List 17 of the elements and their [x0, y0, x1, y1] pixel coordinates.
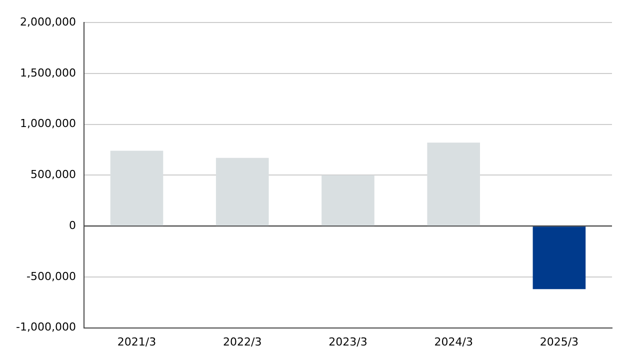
x-tick-label: 2024/3 — [434, 335, 473, 348]
bar — [532, 226, 586, 290]
x-tick-label: 2021/3 — [117, 335, 156, 348]
bar — [216, 158, 269, 226]
y-tick-label: 2,000,000 — [20, 15, 76, 28]
y-tick-label: 0 — [68, 218, 76, 232]
bar — [110, 150, 164, 226]
y-tick-label: 500,000 — [30, 168, 76, 182]
x-tick-label: 2022/3 — [223, 335, 262, 348]
y-tick-label: -1,000,000 — [16, 320, 76, 334]
x-tick-label: 2025/3 — [540, 335, 579, 348]
y-tick-label: 1,500,000 — [20, 66, 76, 80]
bar — [322, 175, 374, 226]
y-tick-label: -500,000 — [26, 270, 76, 283]
bar — [427, 142, 480, 226]
x-tick-label: 2023/3 — [328, 335, 368, 348]
y-tick-label: 1,000,000 — [20, 117, 76, 130]
